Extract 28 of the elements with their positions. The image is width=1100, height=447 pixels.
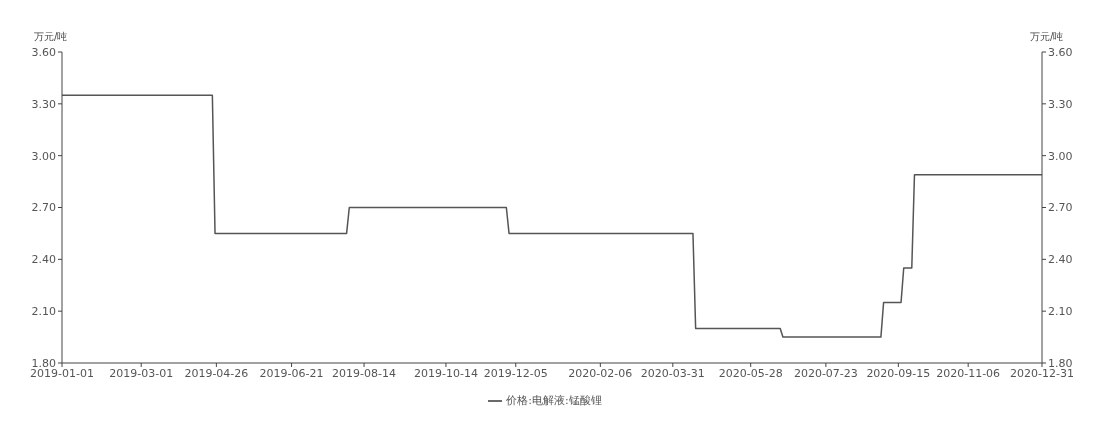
y2-tick-label: 2.40 [1048, 253, 1073, 267]
y-tick-label: 2.40 [31, 253, 56, 267]
x-tick-label: 2019-04-26 [184, 366, 249, 380]
y-tick-label: 2.10 [31, 305, 56, 319]
y-tick-label: 3.00 [31, 149, 56, 163]
x-tick-label: 2020-07-23 [793, 366, 858, 380]
x-tick-label: 2020-05-28 [718, 366, 783, 380]
y-tick-label: 3.60 [31, 45, 56, 59]
x-tick-label: 2020-11-06 [936, 366, 1001, 380]
x-tick-label: 2019-03-01 [109, 366, 174, 380]
x-tick-label: 2019-12-05 [483, 366, 548, 380]
y2-tick-label: 3.00 [1048, 149, 1073, 163]
y-axis-title: 万元/吨 [34, 30, 68, 44]
y-tick-label: 3.30 [31, 97, 56, 111]
x-tick-label: 2019-10-14 [413, 366, 478, 380]
x-tick-label: 2019-06-21 [259, 366, 324, 380]
y2-tick-label: 3.60 [1048, 45, 1073, 59]
x-tick-label: 2019-08-14 [332, 366, 397, 380]
y2-tick-label: 2.70 [1048, 201, 1073, 215]
y2-axis-title: 万元/吨 [1030, 30, 1064, 44]
y2-tick-label: 3.30 [1048, 97, 1073, 111]
x-tick-label: 2020-03-31 [640, 366, 705, 380]
x-tick-label: 2020-02-06 [568, 366, 633, 380]
y2-tick-label: 2.10 [1048, 305, 1073, 319]
line-series [62, 94, 1042, 338]
legend-label: 价格:电解液:锰酸锂 [506, 394, 602, 407]
y-tick-label: 2.70 [31, 201, 56, 215]
x-tick-label: 2020-09-15 [866, 366, 931, 380]
